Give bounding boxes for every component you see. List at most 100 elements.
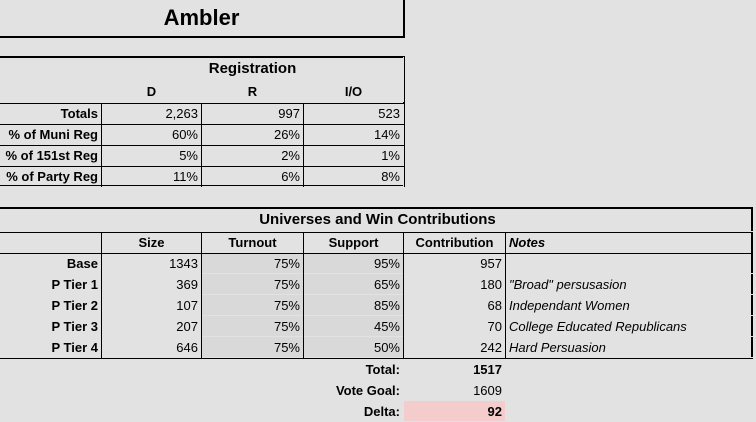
universe-support[interactable]: 65% xyxy=(304,274,404,295)
universe-row-label[interactable]: Base xyxy=(0,253,102,274)
sheet-title[interactable]: Ambler xyxy=(0,0,404,37)
grid-cell[interactable] xyxy=(404,103,506,124)
grid-cell[interactable] xyxy=(202,380,304,401)
grid-cell[interactable] xyxy=(304,186,404,208)
grid-cell[interactable] xyxy=(0,380,102,401)
universe-contribution[interactable]: 70 xyxy=(404,316,506,337)
summary-label[interactable]: Total: xyxy=(304,359,404,380)
universe-support[interactable]: 85% xyxy=(304,295,404,316)
registration-value[interactable]: 5% xyxy=(102,145,202,166)
grid-cell[interactable] xyxy=(404,0,506,38)
grid-cell[interactable] xyxy=(506,57,650,81)
universes-col-header[interactable]: Contribution xyxy=(404,232,506,253)
universe-support[interactable]: 95% xyxy=(304,253,404,274)
grid-cell[interactable] xyxy=(202,359,304,380)
universes-col-header[interactable]: Support xyxy=(304,232,404,253)
registration-row-label[interactable]: % of Muni Reg xyxy=(0,124,102,145)
grid-cell[interactable] xyxy=(0,38,102,57)
grid-cell[interactable] xyxy=(506,186,650,208)
registration-value[interactable]: 6% xyxy=(202,166,304,187)
grid-cell[interactable] xyxy=(650,103,756,124)
grid-cell[interactable] xyxy=(650,81,756,103)
registration-col-header[interactable]: D xyxy=(102,81,202,102)
grid-cell[interactable] xyxy=(506,401,650,422)
universe-note[interactable]: Hard Persuasion xyxy=(506,337,756,358)
universe-contribution[interactable]: 242 xyxy=(404,337,506,358)
grid-cell[interactable] xyxy=(202,186,304,208)
grid-cell[interactable] xyxy=(404,81,506,103)
grid-cell[interactable] xyxy=(506,359,650,380)
universe-note[interactable]: College Educated Republicans xyxy=(506,316,756,337)
universe-row-label[interactable]: P Tier 2 xyxy=(0,295,102,316)
universe-size[interactable]: 369 xyxy=(102,274,202,295)
grid-cell[interactable] xyxy=(506,380,650,401)
registration-row-label[interactable]: % of Party Reg xyxy=(0,166,102,187)
universe-turnout[interactable]: 75% xyxy=(202,274,304,295)
grid-cell[interactable] xyxy=(650,145,756,166)
registration-value[interactable]: 997 xyxy=(202,103,304,124)
summary-label[interactable]: Delta: xyxy=(304,401,404,422)
grid-cell[interactable] xyxy=(0,81,102,103)
grid-cell[interactable] xyxy=(0,401,102,422)
registration-heading[interactable]: Registration xyxy=(102,57,404,81)
grid-cell[interactable] xyxy=(650,232,756,253)
grid-cell[interactable] xyxy=(650,57,756,81)
universe-note[interactable]: "Broad" persusasion xyxy=(506,274,756,295)
grid-cell[interactable] xyxy=(102,359,202,380)
registration-value[interactable]: 2% xyxy=(202,145,304,166)
summary-label[interactable]: Vote Goal: xyxy=(304,380,404,401)
grid-cell[interactable] xyxy=(506,124,650,145)
grid-cell[interactable] xyxy=(650,359,756,380)
grid-cell[interactable] xyxy=(0,232,102,253)
registration-value[interactable]: 2,263 xyxy=(102,103,202,124)
grid-cell[interactable] xyxy=(102,401,202,422)
registration-value[interactable]: 523 xyxy=(304,103,404,124)
universe-row-label[interactable]: P Tier 3 xyxy=(0,316,102,337)
registration-col-header[interactable]: I/O xyxy=(304,81,404,102)
universe-turnout[interactable]: 75% xyxy=(202,316,304,337)
grid-cell[interactable] xyxy=(650,401,756,422)
grid-cell[interactable] xyxy=(0,186,102,208)
grid-cell[interactable] xyxy=(506,103,650,124)
universes-col-header[interactable]: Size xyxy=(102,232,202,253)
registration-value[interactable]: 26% xyxy=(202,124,304,145)
grid-cell[interactable] xyxy=(650,380,756,401)
grid-cell[interactable] xyxy=(650,166,756,186)
universe-contribution[interactable]: 180 xyxy=(404,274,506,295)
grid-cell[interactable] xyxy=(506,166,650,186)
summary-value[interactable]: 92 xyxy=(404,401,506,422)
universe-support[interactable]: 50% xyxy=(304,337,404,358)
universes-heading[interactable]: Universes and Win Contributions xyxy=(0,208,756,232)
grid-cell[interactable] xyxy=(404,57,506,81)
grid-cell[interactable] xyxy=(650,38,756,57)
universe-support[interactable]: 45% xyxy=(304,316,404,337)
grid-cell[interactable] xyxy=(506,0,650,38)
universe-note[interactable]: Independant Women xyxy=(506,295,756,316)
grid-cell[interactable] xyxy=(650,0,756,38)
summary-value[interactable]: 1517 xyxy=(404,359,506,380)
grid-cell[interactable] xyxy=(404,38,506,57)
universe-contribution[interactable]: 68 xyxy=(404,295,506,316)
universes-col-header[interactable]: Turnout xyxy=(202,232,304,253)
registration-value[interactable]: 60% xyxy=(102,124,202,145)
grid-cell[interactable] xyxy=(202,401,304,422)
grid-cell[interactable] xyxy=(404,124,506,145)
grid-cell[interactable] xyxy=(506,81,650,103)
grid-cell[interactable] xyxy=(102,380,202,401)
grid-cell[interactable] xyxy=(0,359,102,380)
grid-cell[interactable] xyxy=(304,38,404,57)
grid-cell[interactable] xyxy=(506,145,650,166)
universe-row-label[interactable]: P Tier 4 xyxy=(0,337,102,358)
grid-cell[interactable] xyxy=(650,124,756,145)
universes-col-header[interactable]: Notes xyxy=(506,232,650,253)
registration-row-label[interactable]: Totals xyxy=(0,103,102,124)
grid-cell[interactable] xyxy=(102,38,202,57)
grid-cell[interactable] xyxy=(506,38,650,57)
registration-value[interactable]: 11% xyxy=(102,166,202,187)
grid-cell[interactable] xyxy=(0,57,102,81)
grid-cell[interactable] xyxy=(650,186,756,208)
registration-value[interactable]: 14% xyxy=(304,124,404,145)
grid-cell[interactable] xyxy=(404,145,506,166)
grid-cell[interactable] xyxy=(102,186,202,208)
registration-value[interactable]: 1% xyxy=(304,145,404,166)
